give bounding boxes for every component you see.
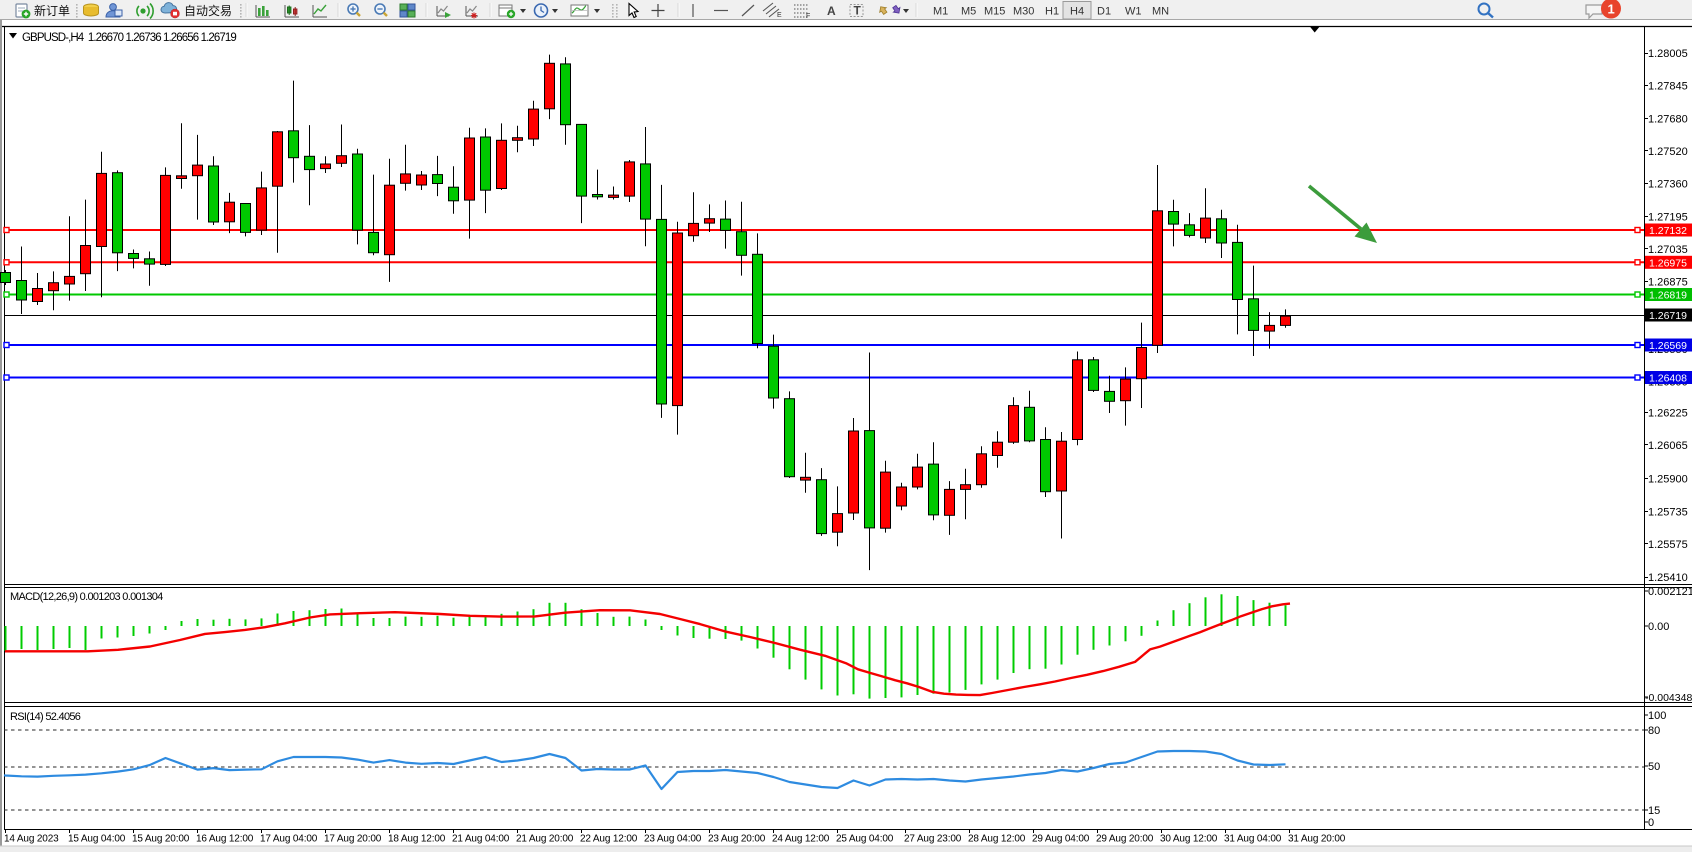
svg-text:17 Aug 20:00: 17 Aug 20:00 — [324, 834, 382, 845]
svg-text:80: 80 — [1648, 725, 1660, 737]
svg-text:1.25575: 1.25575 — [1648, 539, 1688, 551]
svg-text:25 Aug 04:00: 25 Aug 04:00 — [836, 834, 894, 845]
svg-text:15 Aug 20:00: 15 Aug 20:00 — [132, 834, 190, 845]
svg-text:MACD(12,26,9) 0.001203 0.00130: MACD(12,26,9) 0.001203 0.001304 — [10, 591, 163, 603]
svg-text:30 Aug 12:00: 30 Aug 12:00 — [1160, 834, 1218, 845]
svg-text:1.26975: 1.26975 — [1649, 257, 1687, 269]
svg-text:23 Aug 04:00: 23 Aug 04:00 — [644, 834, 702, 845]
svg-text:H4: H4 — [1070, 6, 1084, 18]
svg-text:0.00: 0.00 — [1648, 621, 1669, 633]
svg-text:自动交易: 自动交易 — [184, 3, 232, 18]
svg-text:14 Aug 2023: 14 Aug 2023 — [4, 834, 59, 845]
svg-text:0: 0 — [1648, 817, 1654, 829]
svg-text:29 Aug 04:00: 29 Aug 04:00 — [1032, 834, 1090, 845]
svg-text:MN: MN — [1152, 6, 1169, 18]
svg-text:1.26719: 1.26719 — [1649, 310, 1687, 322]
svg-text:M30: M30 — [1013, 6, 1034, 18]
svg-text:1.27520: 1.27520 — [1648, 146, 1688, 158]
svg-text:100: 100 — [1648, 710, 1666, 722]
svg-text:31 Aug 04:00: 31 Aug 04:00 — [1224, 834, 1282, 845]
svg-text:21 Aug 20:00: 21 Aug 20:00 — [516, 834, 574, 845]
svg-text:1.25410: 1.25410 — [1648, 572, 1688, 584]
svg-text:M1: M1 — [933, 6, 948, 18]
svg-text:0.002121: 0.002121 — [1648, 586, 1692, 598]
svg-text:31 Aug 20:00: 31 Aug 20:00 — [1288, 834, 1346, 845]
svg-text:1.27360: 1.27360 — [1648, 178, 1688, 190]
svg-text:1.26819: 1.26819 — [1649, 290, 1687, 302]
svg-text:28 Aug 12:00: 28 Aug 12:00 — [968, 834, 1026, 845]
svg-text:18 Aug 12:00: 18 Aug 12:00 — [388, 834, 446, 845]
svg-text:1: 1 — [1608, 2, 1615, 17]
svg-text:1.26408: 1.26408 — [1649, 373, 1687, 385]
svg-text:1.28005: 1.28005 — [1648, 48, 1688, 60]
svg-text:1.27195: 1.27195 — [1648, 212, 1688, 224]
svg-text:29 Aug 20:00: 29 Aug 20:00 — [1096, 834, 1154, 845]
svg-text:1.25900: 1.25900 — [1648, 473, 1688, 485]
svg-text:1.26875: 1.26875 — [1648, 276, 1688, 288]
svg-text:GBPUSD-,H4 1.26670 1.26736 1.: GBPUSD-,H4 1.26670 1.26736 1.26656 1.267… — [22, 32, 236, 44]
svg-text:T: T — [854, 4, 862, 18]
svg-text:27 Aug 23:00: 27 Aug 23:00 — [904, 834, 962, 845]
svg-text:1.26569: 1.26569 — [1649, 340, 1687, 352]
svg-text:RSI(14) 52.4056: RSI(14) 52.4056 — [10, 711, 81, 723]
svg-text:50: 50 — [1648, 761, 1660, 773]
svg-text:D1: D1 — [1097, 6, 1111, 18]
svg-text:1.27035: 1.27035 — [1648, 244, 1688, 256]
svg-text:-0.004348: -0.004348 — [1645, 692, 1692, 704]
svg-text:M15: M15 — [984, 6, 1005, 18]
svg-text:1.27680: 1.27680 — [1648, 114, 1688, 126]
svg-text:F: F — [806, 13, 810, 20]
svg-text:22 Aug 12:00: 22 Aug 12:00 — [580, 834, 638, 845]
svg-text:17 Aug 04:00: 17 Aug 04:00 — [260, 834, 318, 845]
svg-text:24 Aug 12:00: 24 Aug 12:00 — [772, 834, 830, 845]
svg-text:1.27845: 1.27845 — [1648, 80, 1688, 92]
svg-text:H1: H1 — [1045, 6, 1059, 18]
svg-text:21 Aug 04:00: 21 Aug 04:00 — [452, 834, 510, 845]
svg-text:E: E — [777, 12, 782, 19]
svg-text:15 Aug 04:00: 15 Aug 04:00 — [68, 834, 126, 845]
svg-text:A: A — [827, 4, 836, 18]
svg-text:23 Aug 20:00: 23 Aug 20:00 — [708, 834, 766, 845]
svg-text:1.27132: 1.27132 — [1649, 225, 1687, 237]
svg-text:新订单: 新订单 — [34, 3, 70, 18]
svg-text:1.26065: 1.26065 — [1648, 440, 1688, 452]
svg-text:M5: M5 — [961, 6, 976, 18]
svg-text:16 Aug 12:00: 16 Aug 12:00 — [196, 834, 254, 845]
svg-text:15: 15 — [1648, 805, 1660, 817]
svg-text:1.26225: 1.26225 — [1648, 408, 1688, 420]
svg-text:W1: W1 — [1125, 6, 1142, 18]
svg-text:1.25735: 1.25735 — [1648, 507, 1688, 519]
